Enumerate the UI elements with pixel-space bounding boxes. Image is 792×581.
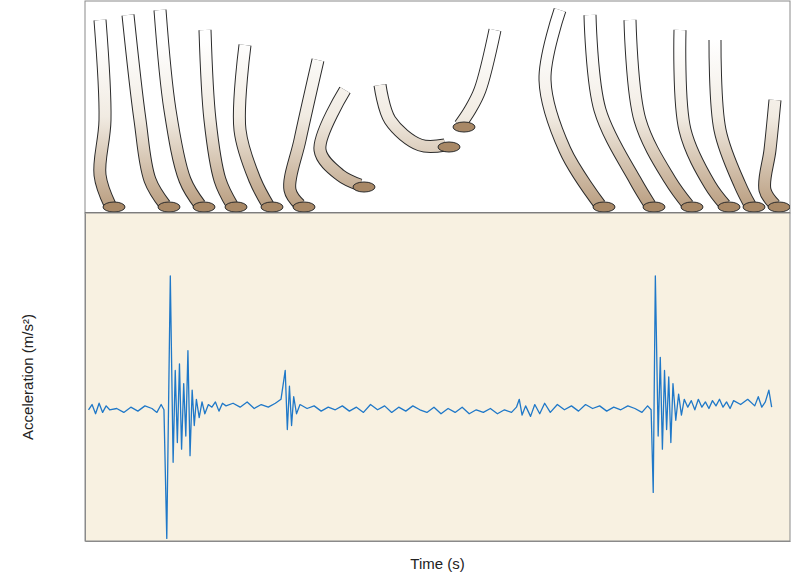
axis-line xyxy=(85,214,86,542)
hoof xyxy=(768,202,790,212)
leg xyxy=(320,90,375,192)
plot-marks xyxy=(89,276,772,538)
figure: Time (s) Acceleration (m/s²) xyxy=(0,0,792,581)
leg-outline xyxy=(290,60,318,205)
leg xyxy=(239,45,283,212)
hoof xyxy=(225,202,247,212)
hoof xyxy=(261,202,283,212)
hoof xyxy=(193,202,215,212)
hoof xyxy=(103,202,125,212)
leg xyxy=(715,40,765,212)
leg-outline xyxy=(715,40,750,205)
acceleration-line xyxy=(89,276,772,538)
hoof xyxy=(643,202,665,212)
leg xyxy=(453,30,495,132)
hoof xyxy=(718,202,740,212)
hoof xyxy=(293,202,315,212)
leg-outline xyxy=(239,45,268,205)
leg-fill xyxy=(239,45,268,205)
x-axis xyxy=(86,541,791,542)
leg-outline xyxy=(160,10,200,205)
illustration-frame xyxy=(85,1,790,213)
leg-fill xyxy=(380,85,445,146)
hoof xyxy=(743,202,765,212)
x-axis-title: Time (s) xyxy=(410,555,464,572)
leg-fill xyxy=(764,100,775,205)
leg-outline xyxy=(205,30,232,205)
axis-line xyxy=(86,541,791,542)
leg xyxy=(100,20,125,212)
hoof xyxy=(453,122,475,132)
leg-fill xyxy=(715,40,750,205)
leg-illustration xyxy=(85,1,790,213)
leg-outline xyxy=(100,20,110,205)
leg xyxy=(290,60,318,212)
leg xyxy=(380,85,460,152)
hoof xyxy=(438,142,460,152)
leg xyxy=(630,20,703,212)
leg-fill xyxy=(205,30,232,205)
hoof xyxy=(681,202,703,212)
leg-outline xyxy=(460,30,495,125)
leg-fill xyxy=(460,30,495,125)
leg-outline xyxy=(320,90,360,185)
leg-fill xyxy=(290,60,318,205)
leg-fill xyxy=(100,20,110,205)
plot-frame xyxy=(85,213,790,541)
hoof xyxy=(593,202,615,212)
leg xyxy=(764,100,790,212)
leg-outline xyxy=(380,85,445,146)
y-axis-title: Acceleration (m/s²) xyxy=(19,314,36,440)
hoof xyxy=(158,202,180,212)
leg-fill xyxy=(160,10,200,205)
leg-outline xyxy=(764,100,775,205)
leg-fill xyxy=(320,90,360,185)
hoof xyxy=(353,182,375,192)
y-axis xyxy=(85,214,86,542)
